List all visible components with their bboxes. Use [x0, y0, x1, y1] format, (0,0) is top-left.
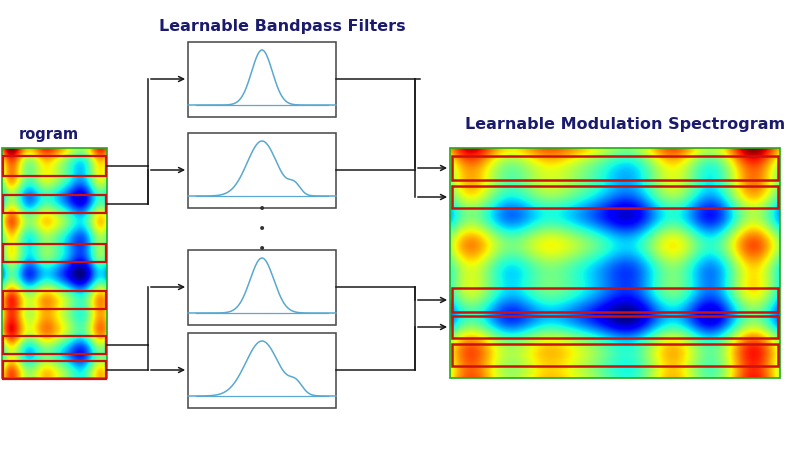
Text: rogram: rogram: [19, 126, 79, 142]
Bar: [452, 288, 778, 312]
Text: •
•
•: • • •: [258, 202, 266, 256]
Text: Learnable Modulation Spectrogram: Learnable Modulation Spectrogram: [465, 117, 785, 132]
Bar: [450, 148, 780, 378]
Bar: [3, 336, 106, 354]
Bar: [452, 156, 778, 180]
Bar: [3, 361, 106, 379]
Bar: [188, 42, 336, 117]
Bar: [3, 291, 106, 309]
Bar: [3, 156, 106, 176]
Text: Learnable Bandpass Filters: Learnable Bandpass Filters: [158, 19, 406, 34]
Bar: [452, 316, 778, 338]
Bar: [452, 186, 778, 208]
Bar: [188, 133, 336, 208]
Bar: [3, 244, 106, 262]
Bar: [2, 148, 107, 378]
Bar: [188, 250, 336, 325]
Bar: [3, 195, 106, 213]
Bar: [452, 344, 778, 366]
Bar: [188, 333, 336, 408]
